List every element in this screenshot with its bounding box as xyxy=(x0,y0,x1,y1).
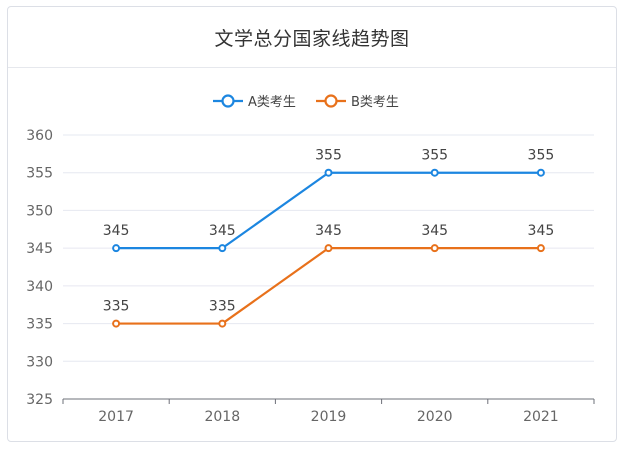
data-label: 345 xyxy=(209,223,236,239)
data-point xyxy=(324,168,333,177)
legend-marker xyxy=(324,94,338,108)
data-point xyxy=(112,244,121,253)
x-axis xyxy=(62,398,595,404)
data-point xyxy=(536,244,545,253)
x-tick-label: 2021 xyxy=(523,409,559,425)
data-label: 355 xyxy=(528,148,555,164)
x-tick-label: 2017 xyxy=(98,409,134,425)
y-tick-label: 325 xyxy=(26,392,53,408)
data-point xyxy=(218,244,227,253)
legend-marker xyxy=(221,94,235,108)
data-point xyxy=(218,319,227,328)
chart-card: 文学总分国家线趋势图 xyxy=(7,6,617,442)
x-tick-label: 2019 xyxy=(311,409,347,425)
x-tick-label: 2018 xyxy=(204,409,240,425)
data-point xyxy=(430,168,439,177)
y-tick-label: 355 xyxy=(26,166,53,182)
x-axis-labels: 2017 2018 2019 2020 2021 xyxy=(98,409,558,425)
data-point xyxy=(112,319,121,328)
data-point xyxy=(430,244,439,253)
chart-title: 文学总分国家线趋势图 xyxy=(214,27,410,50)
y-tick-label: 345 xyxy=(26,241,53,257)
chart-header: 文学总分国家线趋势图 xyxy=(8,7,616,68)
legend-item[interactable]: A类考生 xyxy=(213,94,296,110)
data-point xyxy=(324,244,333,253)
y-tick-label: 350 xyxy=(26,203,53,219)
x-tick-label: 2020 xyxy=(417,409,453,425)
legend-label: A类考生 xyxy=(248,95,296,110)
data-label: 345 xyxy=(315,223,342,239)
data-label: 355 xyxy=(315,148,342,164)
legend-item[interactable]: B类考生 xyxy=(316,94,399,110)
y-tick-label: 330 xyxy=(26,354,53,370)
legend-label: B类考生 xyxy=(351,95,399,110)
data-label: 335 xyxy=(103,299,130,315)
y-axis-labels: 325 330 335 340 345 350 355 360 xyxy=(26,128,53,408)
series xyxy=(112,168,545,328)
y-tick-label: 360 xyxy=(26,128,53,144)
y-tick-label: 335 xyxy=(26,317,53,333)
data-label: 345 xyxy=(528,223,555,239)
data-label: 345 xyxy=(103,223,130,239)
data-label: 335 xyxy=(209,299,236,315)
y-tick-label: 340 xyxy=(26,279,53,295)
data-label: 345 xyxy=(421,223,448,239)
legend[interactable]: A类考生 B类考生 xyxy=(213,94,399,110)
data-labels: 345 345 355 355 355 335 335 345 345 345 xyxy=(103,148,555,315)
data-point xyxy=(536,168,545,177)
data-label: 355 xyxy=(421,148,448,164)
